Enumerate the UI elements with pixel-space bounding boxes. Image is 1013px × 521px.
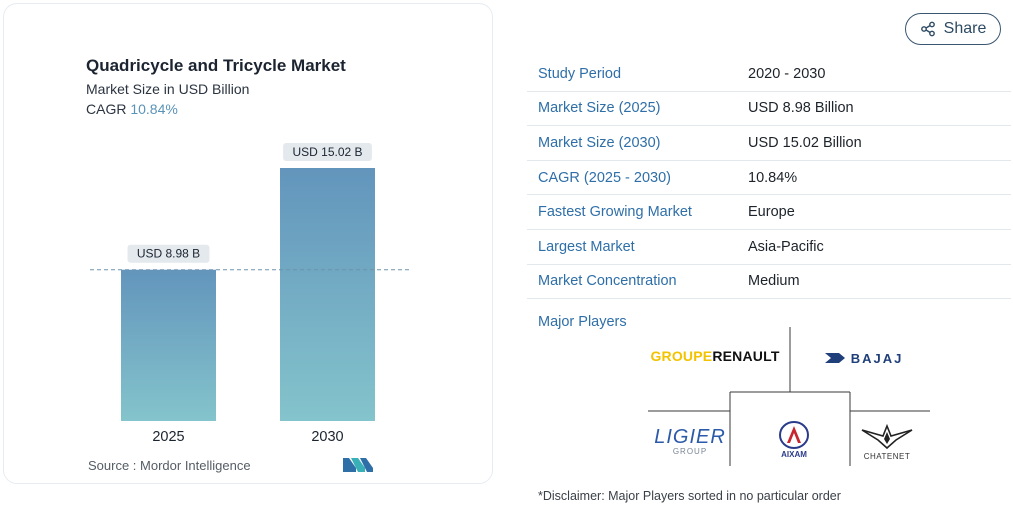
bajaj-logo-text: BAJAJ [850, 350, 904, 366]
info-label: CAGR (2025 - 2030) [538, 169, 671, 186]
data-label: USD 8.98 B [137, 247, 200, 261]
share-icon [920, 21, 935, 37]
renault-logo-part1: GROUPE [650, 348, 713, 364]
info-row-largest-market: Largest Market Asia-Pacific [527, 230, 1011, 265]
x-tick-label: 2030 [311, 429, 343, 445]
market-info-table: Study Period 2020 - 2030 Market Size (20… [527, 57, 1011, 300]
info-label: Study Period [538, 65, 622, 82]
chatenet-emblem-icon [861, 423, 913, 449]
info-value: Asia-Pacific [748, 238, 824, 255]
cagr-value: 10.84% [130, 101, 178, 117]
chart-card [3, 3, 493, 484]
chatenet-logo: CHATENET [856, 420, 918, 464]
data-label-bg [127, 244, 210, 263]
info-value: USD 8.98 Billion [748, 100, 854, 117]
data-label: USD 15.02 B [292, 145, 362, 159]
chatenet-logo-text: CHATENET [863, 451, 911, 461]
info-row-fastest-growing: Fastest Growing Market Europe [527, 195, 1011, 230]
info-label: Market Concentration [538, 273, 677, 290]
chart-cagr: CAGR 10.84% [86, 101, 178, 117]
info-row-market-size-2030: Market Size (2030) USD 15.02 Billion [527, 126, 1011, 161]
share-button[interactable]: Share [905, 13, 1001, 45]
ligier-logo-subtext: GROUP [672, 446, 708, 456]
data-label-bg [283, 143, 372, 161]
info-value: 2020 - 2030 [748, 65, 826, 82]
info-row-study-period: Study Period 2020 - 2030 [527, 57, 1011, 92]
info-label: Fastest Growing Market [538, 204, 692, 221]
major-players-label: Major Players [538, 314, 627, 330]
renault-logo-part2: RENAULT [712, 348, 780, 364]
share-label: Share [943, 20, 987, 37]
aixam-logo-text: AIXAM [781, 450, 807, 459]
bajaj-emblem-icon [824, 353, 845, 363]
info-value: Medium [748, 273, 800, 290]
bar-chart: USD 8.98 B 2025 USD 15.02 B 2030 [90, 143, 410, 445]
info-value: USD 15.02 Billion [748, 134, 862, 151]
chart-title: Quadricycle and Tricycle Market [86, 56, 346, 75]
info-value: Europe [748, 204, 795, 221]
disclaimer-text: *Disclaimer: Major Players sorted in no … [538, 489, 841, 503]
info-row-cagr: CAGR (2025 - 2030) 10.84% [527, 161, 1011, 196]
info-label: Market Size (2025) [538, 100, 661, 117]
groupe-renault-logo: GROUPE RENAULT [650, 340, 780, 372]
bajaj-logo: BAJAJ [812, 344, 916, 372]
aixam-logo: AIXAM [766, 418, 822, 462]
chart-subtitle: Market Size in USD Billion [86, 81, 250, 97]
ligier-logo-text: LIGIER [654, 425, 726, 448]
info-row-market-concentration: Market Concentration Medium [527, 265, 1011, 300]
info-label: Largest Market [538, 238, 635, 255]
aixam-emblem-icon [779, 421, 809, 449]
bar-2030 [280, 168, 375, 421]
info-label: Market Size (2030) [538, 134, 661, 151]
cagr-label: CAGR [86, 101, 127, 117]
ligier-logo: LIGIER GROUP [650, 420, 730, 462]
source-text: Source : Mordor Intelligence [88, 458, 251, 473]
mordor-intelligence-logo-icon [343, 456, 373, 477]
bar-2025 [121, 269, 216, 421]
x-tick-label: 2025 [152, 429, 184, 445]
info-row-market-size-2025: Market Size (2025) USD 8.98 Billion [527, 92, 1011, 127]
info-value: 10.84% [748, 169, 798, 186]
